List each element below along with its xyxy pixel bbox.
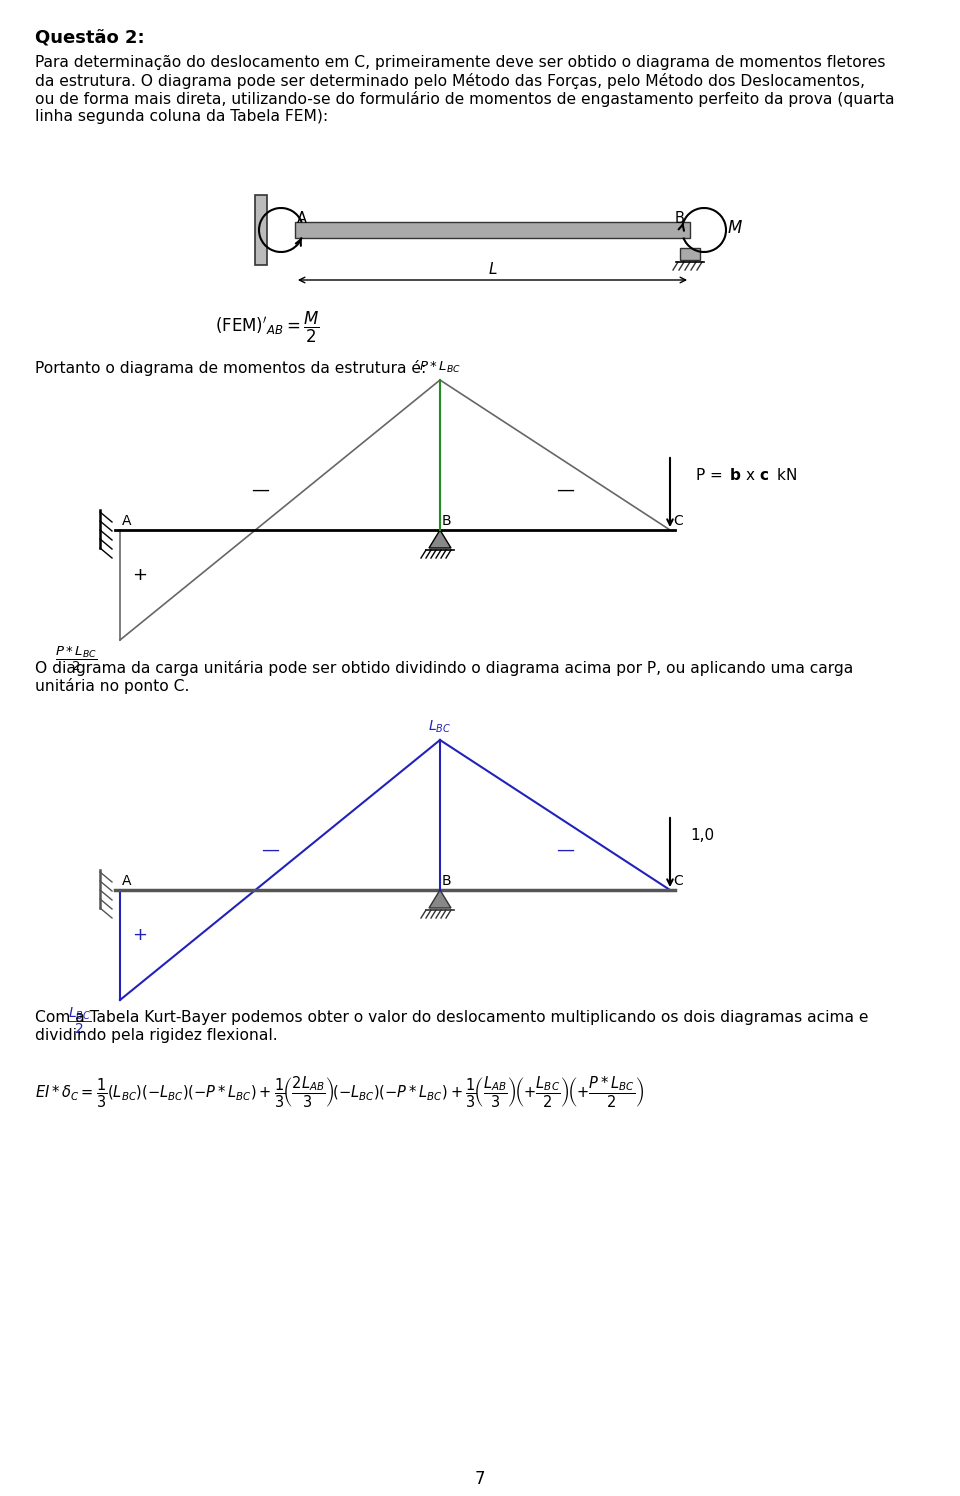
Text: $\dfrac{P*L_{BC}}{2}$: $\dfrac{P*L_{BC}}{2}$ — [55, 645, 97, 673]
Text: $\dfrac{L_{BC}}{2}$: $\dfrac{L_{BC}}{2}$ — [68, 1005, 91, 1035]
Text: ou de forma mais direta, utilizando-se do formulário de momentos de engastamento: ou de forma mais direta, utilizando-se d… — [35, 91, 895, 108]
Text: —: — — [261, 841, 279, 859]
Text: 7: 7 — [475, 1471, 485, 1489]
Text: dividindo pela rigidez flexional.: dividindo pela rigidez flexional. — [35, 1028, 277, 1043]
Polygon shape — [429, 890, 451, 908]
Text: —: — — [251, 482, 269, 500]
Text: $L_{BC}$: $L_{BC}$ — [428, 718, 451, 735]
Text: +: + — [132, 926, 148, 944]
Text: $P*L_{BC}$: $P*L_{BC}$ — [419, 361, 461, 375]
Text: Para determinação do deslocamento em C, primeiramente deve ser obtido o diagrama: Para determinação do deslocamento em C, … — [35, 55, 885, 70]
Polygon shape — [429, 530, 451, 548]
Text: linha segunda coluna da Tabela FEM):: linha segunda coluna da Tabela FEM): — [35, 109, 328, 124]
Text: B: B — [675, 211, 685, 226]
Text: 1,0: 1,0 — [690, 827, 714, 842]
Text: C: C — [673, 874, 683, 889]
Text: $\mathrm{(FEM)}'_{AB} = \dfrac{M}{2}$: $\mathrm{(FEM)}'_{AB} = \dfrac{M}{2}$ — [215, 310, 320, 346]
Text: A: A — [122, 874, 132, 889]
Bar — [295, 221, 690, 238]
Text: $EI * \delta_C = \dfrac{1}{3}(L_{BC})(-L_{BC})(-P * L_{BC}) + \dfrac{1}{3}\!\lef: $EI * \delta_C = \dfrac{1}{3}(L_{BC})(-L… — [35, 1076, 644, 1110]
Bar — [680, 248, 700, 260]
Text: C: C — [673, 515, 683, 528]
Text: —: — — [556, 482, 574, 500]
Text: O diagrama da carga unitária pode ser obtido dividindo o diagrama acima por P, o: O diagrama da carga unitária pode ser ob… — [35, 660, 853, 676]
Text: L: L — [489, 262, 496, 277]
Text: Portanto o diagrama de momentos da estrutura é:: Portanto o diagrama de momentos da estru… — [35, 361, 426, 375]
Text: M: M — [728, 218, 742, 236]
Text: A: A — [297, 211, 307, 226]
Text: A: A — [122, 515, 132, 528]
Text: B: B — [442, 515, 451, 528]
Text: P =  $\mathbf{b}$ x $\mathbf{c}$  kN: P = $\mathbf{b}$ x $\mathbf{c}$ kN — [695, 467, 797, 483]
Text: +: + — [132, 565, 148, 583]
Text: unitária no ponto C.: unitária no ponto C. — [35, 678, 189, 694]
Text: —: — — [556, 841, 574, 859]
Text: Com a Tabela Kurt-Bayer podemos obter o valor do deslocamento multiplicando os d: Com a Tabela Kurt-Bayer podemos obter o … — [35, 1010, 869, 1025]
Text: da estrutura. O diagrama pode ser determinado pelo Método das Forças, pelo Métod: da estrutura. O diagrama pode ser determ… — [35, 73, 865, 88]
Text: Questão 2:: Questão 2: — [35, 28, 145, 46]
Bar — [255, 194, 267, 265]
Text: B: B — [442, 874, 451, 889]
